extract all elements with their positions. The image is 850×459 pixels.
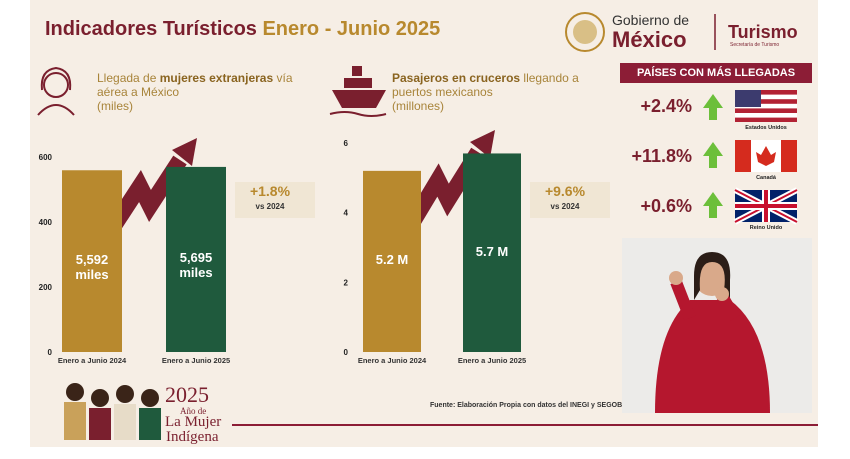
change-ribbon: [530, 182, 610, 218]
emblem: [565, 12, 605, 52]
x-tick-label: Enero a Junio 2024: [57, 356, 127, 365]
bar: [363, 170, 421, 352]
brand-year: 2025: [165, 382, 209, 407]
change-ribbon: [235, 182, 315, 218]
brand-line2: La Mujer: [165, 414, 222, 430]
chart-title: Pasajeros en cruceros llegando a puertos…: [392, 71, 602, 113]
gov-line2: México: [612, 27, 687, 52]
y-tick-label: 400: [39, 218, 53, 227]
change: +9.6%: [544, 183, 586, 199]
country-name: Estados Unidos: [745, 125, 787, 131]
unit: (millones): [392, 98, 445, 113]
agency-sub: Secretaría de Turismo: [730, 42, 780, 48]
arrow-up: [703, 192, 723, 218]
women-illustration: [64, 383, 161, 440]
panel-header: [620, 63, 812, 83]
agency: Turismo: [728, 22, 798, 42]
value-label: 5,592 miles: [75, 252, 109, 283]
y-tick-label: 200: [39, 283, 53, 292]
change: +1.8%: [249, 183, 291, 199]
y-tick-label: 4: [344, 209, 349, 218]
y-tick-label: 6: [344, 139, 349, 148]
arrow-up: [703, 94, 723, 120]
flag-uk: [733, 187, 799, 225]
value-label: 5.2 M: [375, 252, 409, 268]
country-name: Canadá: [756, 175, 776, 181]
y-tick-label: 2: [344, 278, 349, 287]
value-label: 5.7 M: [475, 243, 509, 259]
gov-line1: Gobierno de: [612, 12, 690, 28]
arrow-up: [703, 142, 723, 168]
country-change: +2.4%: [640, 96, 692, 116]
source: Fuente: Elaboración Propia con datos del…: [430, 402, 623, 409]
title-period: Enero - Junio 2025: [262, 18, 441, 40]
brand-line1: Año de: [180, 406, 207, 416]
chart-title: Llegada de mujeres extranjeras vía aérea…: [97, 71, 307, 113]
growth-arrow: [103, 138, 197, 237]
title: Indicadores Turísticos Enero - Junio 202…: [45, 18, 440, 41]
y-tick-label: 0: [344, 348, 349, 357]
country-change: +11.8%: [631, 146, 692, 166]
emblem-core: [573, 20, 597, 44]
change-ref: vs 2024: [255, 202, 285, 211]
interpreter-video: [622, 238, 812, 413]
x-tick-label: Enero a Junio 2025: [161, 356, 231, 365]
brand-line3: Indígena: [166, 429, 219, 445]
flag-us: [735, 90, 797, 122]
title-rest: vía aérea a México: [97, 71, 293, 99]
y-tick-label: 0: [48, 348, 53, 357]
ship-icon: [329, 66, 387, 117]
bar: [62, 170, 122, 352]
change-ref: vs 2024: [550, 202, 580, 211]
flag-ca: [735, 140, 797, 172]
x-tick-label: Enero a Junio 2024: [357, 356, 427, 365]
unit: (miles): [97, 98, 133, 113]
value-label: 5,695 miles: [179, 250, 213, 281]
title-main: Indicadores Turísticos: [45, 18, 257, 40]
title-rest: llegando a puertos mexicanos: [392, 71, 579, 99]
title-lead: Llegada de: [97, 71, 157, 85]
country-change: +0.6%: [640, 196, 692, 216]
bar: [463, 153, 521, 352]
x-tick-label: Enero a Junio 2025: [457, 356, 527, 365]
countries-title: PAÍSES CON MÁS LLEGADAS: [636, 67, 796, 79]
title-bold: mujeres extranjeras: [159, 71, 274, 85]
woman-icon: [37, 66, 75, 116]
country-name: Reino Unido: [749, 225, 783, 231]
bar: [166, 166, 226, 352]
title-bold: Pasajeros en cruceros: [392, 71, 521, 85]
y-tick-label: 600: [39, 153, 53, 162]
